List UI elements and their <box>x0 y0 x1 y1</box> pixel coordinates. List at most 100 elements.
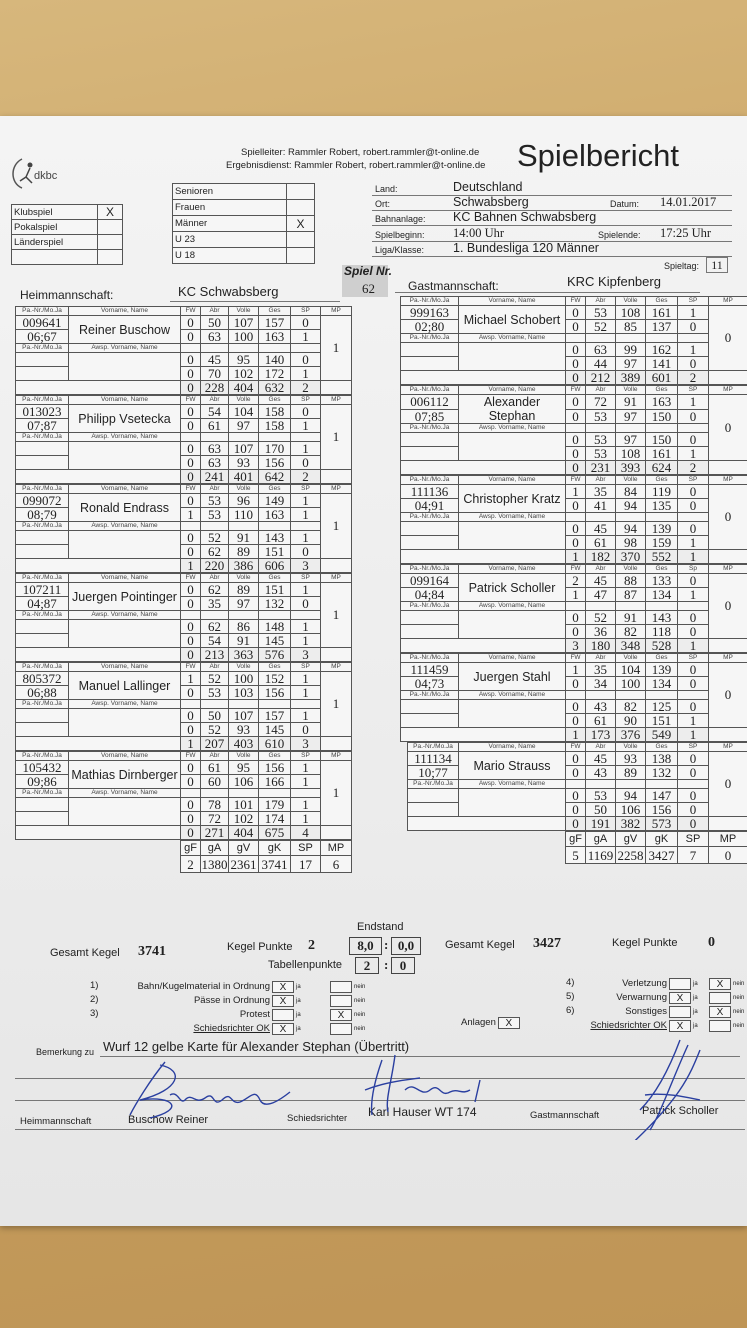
sub-name[interactable] <box>68 441 181 470</box>
sub-birth[interactable] <box>400 356 459 371</box>
sub-birth[interactable] <box>15 455 69 470</box>
sub-id[interactable] <box>15 619 69 634</box>
game_type-checkbox[interactable] <box>97 219 123 235</box>
nein-checkbox[interactable] <box>709 1019 731 1032</box>
score-cell: 0 <box>565 802 586 817</box>
total-cell: 404 <box>228 825 259 840</box>
score-cell: 151 <box>258 582 291 597</box>
category-checkbox[interactable] <box>286 231 315 248</box>
score-cell: 1 <box>180 507 201 522</box>
sub-name[interactable] <box>68 619 181 648</box>
sub-id[interactable] <box>400 521 459 536</box>
score-cell: 1 <box>290 493 321 508</box>
category-checkbox[interactable]: X <box>286 215 315 232</box>
sub-id[interactable] <box>15 441 69 456</box>
header-mp: MP <box>320 306 352 316</box>
nein-checkbox[interactable] <box>330 1022 352 1035</box>
player-id: 105432 <box>15 760 69 775</box>
header-sp: SP <box>677 475 709 485</box>
nein-checkbox[interactable]: X <box>709 977 731 990</box>
total-cell: 228 <box>200 380 229 395</box>
game_type-checkbox[interactable] <box>97 234 123 250</box>
sub-name[interactable] <box>458 699 566 728</box>
header-fw: FW <box>180 306 201 316</box>
score-cell: 107 <box>228 708 259 723</box>
game_type-checkbox[interactable] <box>97 249 123 265</box>
sub-id[interactable] <box>15 708 69 723</box>
category-checkbox[interactable] <box>286 183 315 200</box>
sub-name[interactable] <box>458 610 566 639</box>
sub-birth[interactable] <box>15 633 69 648</box>
sub-name[interactable] <box>68 530 181 559</box>
table-row: 0 36 82 118 0 <box>400 624 747 639</box>
sub-birth[interactable] <box>15 722 69 737</box>
total-row: 3 180 348 528 1 <box>400 638 747 653</box>
nein-checkbox[interactable] <box>330 980 352 993</box>
score-cell: 0 <box>180 596 201 611</box>
ja-checkbox[interactable] <box>669 1005 691 1018</box>
sub-name[interactable] <box>458 521 566 550</box>
liga-value: 1. Bundesliga 120 Männer <box>453 241 599 255</box>
sub-birth[interactable] <box>400 535 459 550</box>
sub-id[interactable] <box>400 699 459 714</box>
sub-birth[interactable] <box>15 366 69 381</box>
sub-name[interactable] <box>458 432 566 461</box>
header-mp: MP <box>708 296 747 306</box>
header-sp: SP <box>677 742 709 752</box>
nein-checkbox[interactable] <box>330 994 352 1007</box>
ja-checkbox[interactable]: X <box>272 1022 294 1035</box>
header-fw: FW <box>180 751 201 761</box>
sub-name[interactable] <box>68 352 181 381</box>
sub-name[interactable] <box>458 788 566 817</box>
sub-birth[interactable] <box>400 446 459 461</box>
category-checkbox[interactable] <box>286 247 315 264</box>
sub-birth[interactable] <box>407 802 459 817</box>
ja-checkbox[interactable]: X <box>669 991 691 1004</box>
score-cell: 94 <box>615 788 646 803</box>
ort-value: Schwabsberg <box>453 195 529 209</box>
score-cell: 0 <box>677 788 709 803</box>
sub-id[interactable] <box>407 788 459 803</box>
game_type-checkbox[interactable]: X <box>97 204 123 220</box>
header-fw: FW <box>180 395 201 405</box>
nein-checkbox[interactable]: X <box>709 1005 731 1018</box>
ja-checkbox[interactable]: X <box>669 1019 691 1032</box>
sub-id[interactable] <box>400 342 459 357</box>
header-panr: Pa.-Nr./Mo.Ja <box>15 521 69 531</box>
sub-birth[interactable] <box>15 544 69 559</box>
anlagen-checkbox[interactable]: X <box>497 1016 520 1029</box>
sub-id[interactable] <box>400 432 459 447</box>
nein-checkbox[interactable]: X <box>330 1008 352 1021</box>
total-cell: 552 <box>645 549 678 564</box>
header-volle: Volle <box>615 653 646 663</box>
ja-label: ja <box>296 997 301 1004</box>
table-row: 0 44 97 141 0 <box>400 356 747 371</box>
ja-checkbox[interactable] <box>669 977 691 990</box>
table-row: 0 62 86 148 1 <box>15 619 352 648</box>
player-birth: 09;86 <box>15 774 69 789</box>
ja-checkbox[interactable]: X <box>272 980 294 993</box>
sub-id[interactable] <box>15 352 69 367</box>
sub-id[interactable] <box>400 610 459 625</box>
summary-value: 2361 <box>228 855 259 873</box>
table-row: 04;87 0 35 97 132 0 <box>15 596 352 611</box>
sub-birth[interactable] <box>400 713 459 728</box>
sub-id[interactable] <box>15 797 69 812</box>
header-ges: Ges <box>645 742 678 752</box>
nein-checkbox[interactable] <box>709 991 731 1004</box>
sub-birth[interactable] <box>400 624 459 639</box>
sub-birth[interactable] <box>15 811 69 826</box>
total-cell: 573 <box>645 816 678 831</box>
header-fw: FW <box>565 385 586 395</box>
category-checkbox[interactable] <box>286 199 315 216</box>
table-row: 111134 Mario Strauss 0 45 93 138 0 0 <box>407 751 747 817</box>
colon: : <box>384 937 389 952</box>
sub-id[interactable] <box>15 530 69 545</box>
ja-checkbox[interactable]: X <box>272 994 294 1007</box>
sub-name[interactable] <box>458 342 566 371</box>
score-cell: 0 <box>290 596 321 611</box>
score-cell: 53 <box>585 408 616 424</box>
sub-name[interactable] <box>68 797 181 826</box>
ja-checkbox[interactable] <box>272 1008 294 1021</box>
sub-name[interactable] <box>68 708 181 737</box>
